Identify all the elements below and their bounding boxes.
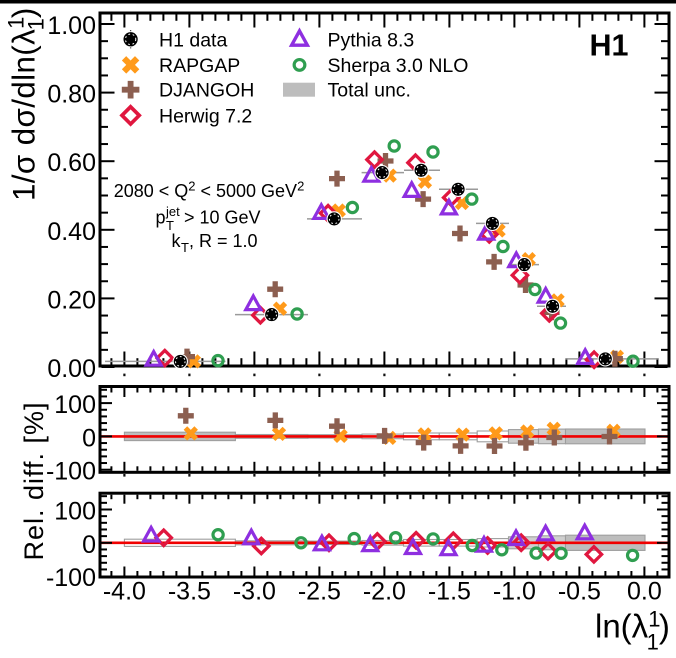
svg-text:0.80: 0.80 [47, 81, 96, 109]
svg-text:jet: jet [165, 204, 180, 219]
svg-text:, R = 1.0: , R = 1.0 [189, 231, 258, 251]
svg-text:0.20: 0.20 [47, 286, 96, 314]
svg-text:H1 data: H1 data [159, 29, 227, 51]
svg-text:Rel. diff. [%]: Rel. diff. [%] [19, 401, 49, 560]
svg-text:k: k [172, 231, 182, 251]
svg-text:0.60: 0.60 [47, 149, 96, 177]
svg-text:-2.5: -2.5 [298, 578, 341, 606]
svg-text:Pythia 8.3: Pythia 8.3 [328, 29, 415, 51]
svg-text:100: 100 [54, 498, 96, 526]
svg-text:-0.5: -0.5 [558, 578, 601, 606]
svg-text:-4.0: -4.0 [103, 578, 146, 606]
svg-text:T: T [166, 218, 174, 233]
svg-text:1.00: 1.00 [47, 12, 96, 40]
svg-text:> 10 GeV: > 10 GeV [184, 208, 261, 228]
svg-text:-1.5: -1.5 [428, 578, 471, 606]
svg-text:DJANGOH: DJANGOH [159, 80, 254, 102]
svg-text:H1: H1 [590, 29, 629, 63]
svg-text:-100: -100 [46, 564, 96, 592]
svg-text:-1.0: -1.0 [493, 578, 536, 606]
svg-text:RAPGAP: RAPGAP [159, 55, 240, 77]
svg-text:Total unc.: Total unc. [328, 80, 411, 102]
svg-text:0.00: 0.00 [47, 355, 96, 383]
svg-text:-2.0: -2.0 [363, 578, 406, 606]
svg-text:0.0: 0.0 [627, 578, 662, 606]
svg-text:0: 0 [82, 531, 96, 559]
svg-text:-3.5: -3.5 [168, 578, 211, 606]
svg-text:-3.0: -3.0 [233, 578, 276, 606]
svg-text:0: 0 [82, 424, 96, 452]
svg-text:0.40: 0.40 [47, 218, 96, 246]
svg-text:2080 < Q2 < 5000 GeV2: 2080 < Q2 < 5000 GeV2 [114, 179, 305, 202]
svg-text:T: T [181, 240, 189, 255]
svg-text:100: 100 [54, 391, 96, 419]
svg-text:p: p [156, 208, 166, 228]
svg-text:Sherpa 3.0 NLO: Sherpa 3.0 NLO [328, 55, 469, 77]
svg-text:Herwig 7.2: Herwig 7.2 [159, 105, 252, 127]
svg-text:-100: -100 [46, 458, 96, 486]
svg-text:1/σ dσ/dln(λ11): 1/σ dσ/dln(λ11) [4, 7, 49, 201]
